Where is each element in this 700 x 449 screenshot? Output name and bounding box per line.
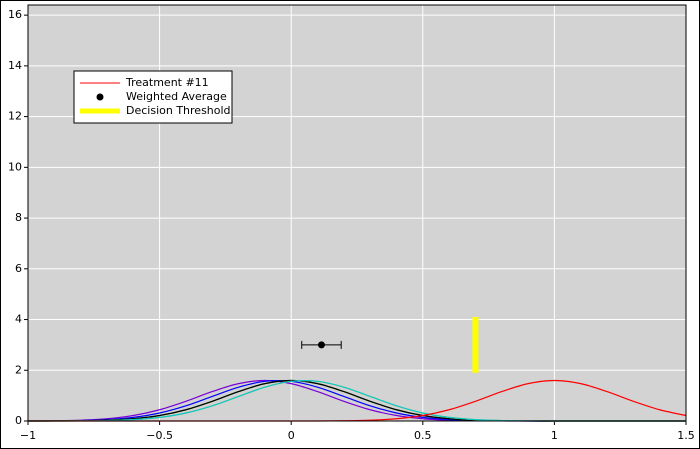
x-tick-label: 1.5 xyxy=(677,429,695,442)
y-tick-label: 0 xyxy=(15,414,22,427)
legend-swatch xyxy=(96,93,104,101)
y-tick-label: 16 xyxy=(8,8,22,21)
y-tick-label: 4 xyxy=(15,313,22,326)
y-tick-label: 14 xyxy=(8,59,22,72)
y-tick-label: 10 xyxy=(8,160,22,173)
legend-label: Weighted Average xyxy=(126,90,227,103)
plot-background xyxy=(28,5,686,421)
x-tick-label: −1 xyxy=(20,429,36,442)
legend-label: Decision Threshold xyxy=(126,104,231,117)
legend-label: Treatment #11 xyxy=(125,76,209,89)
y-tick-label: 12 xyxy=(8,110,22,123)
y-tick-label: 2 xyxy=(15,363,22,376)
y-tick-label: 6 xyxy=(15,262,22,275)
plot-frame xyxy=(27,4,687,422)
weighted-average-point xyxy=(317,341,325,349)
x-tick-label: 0.5 xyxy=(414,429,432,442)
y-tick-label: 8 xyxy=(15,211,22,224)
x-tick-label: 0 xyxy=(288,429,295,442)
x-tick-label: −0.5 xyxy=(146,429,173,442)
x-tick-label: 1 xyxy=(551,429,558,442)
